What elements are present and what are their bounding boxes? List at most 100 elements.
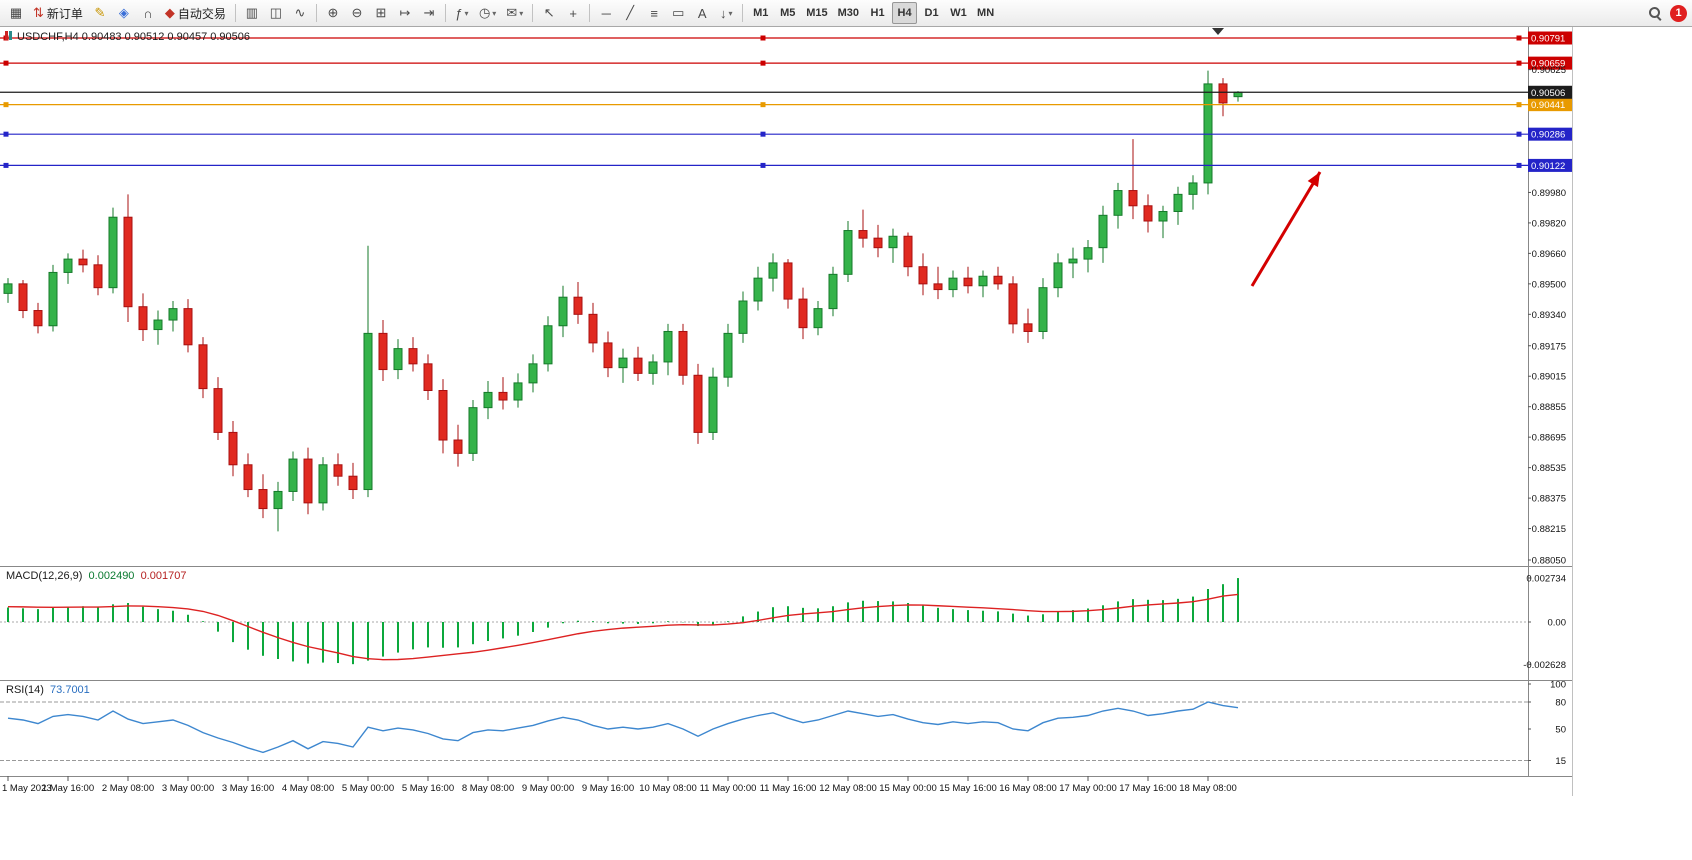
cursor-button[interactable]: ↖	[538, 2, 560, 24]
svg-text:12 May 08:00: 12 May 08:00	[819, 783, 877, 794]
shapes-icon: ▭	[672, 5, 685, 20]
svg-text:15 May 16:00: 15 May 16:00	[939, 783, 997, 794]
crosshair-button[interactable]: +	[562, 2, 584, 24]
svg-text:2 May 08:00: 2 May 08:00	[102, 783, 154, 794]
tile-windows-icon: ⊞	[375, 5, 387, 20]
macd-main-value: 0.002490	[88, 570, 135, 582]
svg-text:0.88215: 0.88215	[1532, 524, 1566, 535]
toolbar: ▦ ⇅ 新订单 ✎ ◈ ∩ ◆ 自动交易 ▥ ◫ ∿ ⊕ ⊖ ⊞ ↦ ⇥ ƒ ▾ …	[0, 0, 1692, 27]
shapes-button[interactable]: ▭	[667, 2, 689, 24]
horizontal-line-button[interactable]: ─	[595, 2, 617, 24]
zoom-out-icon: ⊖	[351, 5, 363, 20]
svg-text:-0.002628: -0.002628	[1523, 660, 1566, 671]
svg-text:0.89175: 0.89175	[1532, 341, 1566, 352]
timeframe-mn[interactable]: MN	[973, 2, 998, 24]
chart-shift-button[interactable]: ⇥	[418, 2, 440, 24]
timeframe-d1[interactable]: D1	[919, 2, 944, 24]
toolbar-separator	[234, 4, 236, 22]
line-chart-icon: ∿	[294, 5, 306, 20]
chart-shift-marker[interactable]	[1212, 28, 1224, 35]
svg-text:17 May 16:00: 17 May 16:00	[1119, 783, 1177, 794]
svg-text:80: 80	[1555, 698, 1566, 709]
svg-text:10 May 08:00: 10 May 08:00	[639, 783, 697, 794]
auto-scroll-button[interactable]: ↦	[394, 2, 416, 24]
timeframe-m1[interactable]: M1	[748, 2, 773, 24]
arrows-tool-button[interactable]: ↓ ▾	[715, 2, 737, 24]
svg-text:4 May 08:00: 4 May 08:00	[282, 783, 334, 794]
notification-badge[interactable]: 1	[1670, 4, 1687, 22]
svg-text:0.89820: 0.89820	[1532, 218, 1566, 229]
macd-histogram	[7, 578, 1239, 665]
svg-text:15: 15	[1555, 756, 1566, 767]
toolbar-separator	[589, 4, 591, 22]
svg-text:9 May 16:00: 9 May 16:00	[582, 783, 634, 794]
bar-chart-icon: ▥	[245, 5, 259, 20]
timeframe-m15[interactable]: M15	[802, 2, 831, 24]
panel-borders	[0, 27, 1573, 796]
horizontal-line[interactable]: 0.90286	[0, 127, 1572, 141]
svg-text:100: 100	[1550, 680, 1566, 691]
periods-button[interactable]: ◷ ▾	[475, 2, 500, 24]
line-chart-button[interactable]: ∿	[289, 2, 311, 24]
bar-chart-button[interactable]: ▥	[241, 2, 263, 24]
text-tool-button[interactable]: A	[691, 2, 713, 24]
toolbar-separator	[315, 4, 317, 22]
chevron-down-icon: ▾	[728, 8, 733, 18]
svg-text:1 May 16:00: 1 May 16:00	[42, 783, 94, 794]
templates-button[interactable]: ✉ ▾	[502, 2, 527, 24]
indicators-button[interactable]: ƒ ▾	[451, 2, 473, 24]
fibonacci-icon: ≡	[650, 5, 659, 21]
timeframe-w1[interactable]: W1	[946, 2, 971, 24]
trend-arrow[interactable]	[1250, 171, 1322, 287]
bid-price-line: 0.90506	[0, 85, 1572, 99]
metaeditor-button[interactable]: ✎	[89, 2, 111, 24]
zoom-in-button[interactable]: ⊕	[322, 2, 344, 24]
horizontal-line[interactable]: 0.90791	[0, 31, 1572, 45]
rsi-line	[7, 701, 1239, 754]
market-watch-button[interactable]: ◈	[113, 2, 135, 24]
chevron-down-icon: ▾	[519, 8, 524, 18]
svg-text:9 May 00:00: 9 May 00:00	[522, 783, 574, 794]
horizontal-line[interactable]: 0.90441	[0, 98, 1572, 112]
timeframe-h4[interactable]: H4	[892, 2, 918, 24]
chart-shift-icon: ⇥	[423, 5, 435, 20]
svg-text:0.90441: 0.90441	[1531, 100, 1565, 111]
toolbar-separator	[742, 4, 744, 22]
new-chart-button[interactable]: ▦	[5, 2, 27, 24]
rsi-label: RSI(14) 73.7001	[6, 684, 90, 696]
horizontal-line[interactable]: 0.90122	[0, 158, 1572, 172]
new-order-icon: ⇅	[33, 5, 44, 20]
horizontal-line[interactable]: 0.90659	[0, 56, 1572, 70]
svg-text:11 May 16:00: 11 May 16:00	[760, 783, 817, 794]
arrow-tool-icon: ↓	[719, 5, 727, 21]
macd-label: MACD(12,26,9) 0.002490 0.001707	[6, 570, 186, 582]
trendline-button[interactable]: ╱	[619, 2, 641, 24]
fibonacci-button[interactable]: ≡	[643, 2, 665, 24]
zoom-out-button[interactable]: ⊖	[346, 2, 368, 24]
pencil-icon: ✎	[94, 5, 106, 20]
macd-name: MACD(12,26,9)	[6, 570, 83, 582]
svg-text:8 May 08:00: 8 May 08:00	[462, 783, 514, 794]
tile-windows-button[interactable]: ⊞	[370, 2, 392, 24]
autotrading-button[interactable]: ◆ 自动交易	[161, 2, 230, 24]
svg-text:0.90286: 0.90286	[1531, 130, 1565, 141]
new-order-button[interactable]: ⇅ 新订单	[29, 2, 87, 24]
price-axis: 0.90625 0.89980 0.89820 0.89660 0.89500 0.893…	[1528, 65, 1566, 567]
headset-icon: ∩	[143, 5, 153, 21]
svg-text:18 May 08:00: 18 May 08:00	[1179, 783, 1237, 794]
timeframe-h1[interactable]: H1	[865, 2, 890, 24]
zoom-in-icon: ⊕	[327, 5, 339, 20]
toolbar-separator	[444, 4, 446, 22]
candlestick-chart-button[interactable]: ◫	[265, 2, 287, 24]
search-icon[interactable]	[1648, 6, 1662, 20]
chart-mini-icon	[5, 31, 13, 43]
svg-text:11 May 00:00: 11 May 00:00	[700, 783, 757, 794]
timeframe-m5[interactable]: M5	[775, 2, 800, 24]
svg-text:0.89980: 0.89980	[1532, 188, 1566, 199]
timeframe-m30[interactable]: M30	[834, 2, 863, 24]
support-button[interactable]: ∩	[137, 2, 159, 24]
svg-text:3 May 16:00: 3 May 16:00	[222, 783, 274, 794]
clock-icon: ◷	[478, 5, 491, 20]
